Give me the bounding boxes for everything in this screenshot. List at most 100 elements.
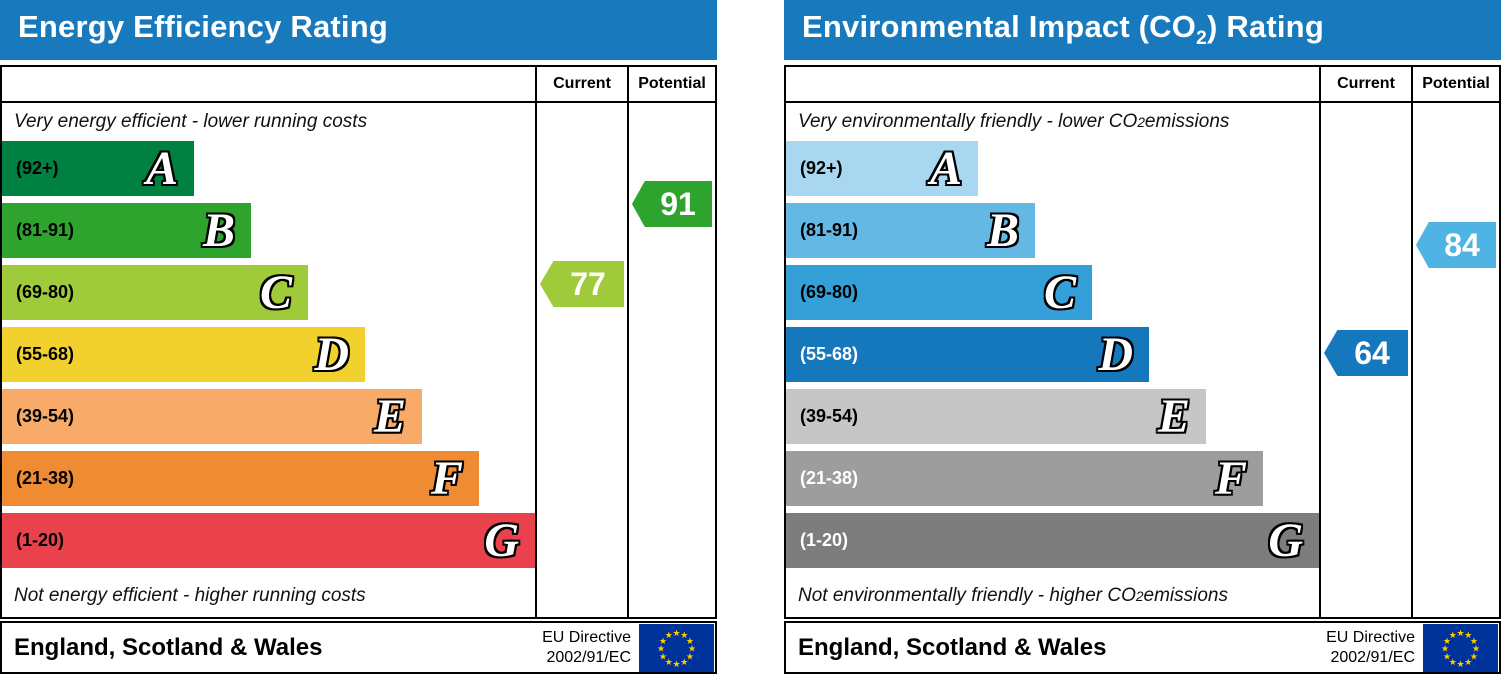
band-row-f: (21-38) F	[2, 451, 479, 506]
band-range: (81-91)	[800, 220, 859, 240]
band-letter: G	[1268, 513, 1303, 567]
band-range: (55-68)	[800, 344, 859, 364]
svg-text:★: ★	[1449, 657, 1457, 667]
svg-text:★: ★	[657, 644, 665, 654]
caption-text: Not energy efficient - higher running co…	[14, 585, 366, 606]
energy-efficiency-chart: Current Potential Very energy efficient …	[0, 65, 717, 619]
svg-text:★: ★	[1456, 660, 1464, 670]
band-letter: G	[484, 513, 519, 567]
svg-text:★: ★	[665, 657, 673, 667]
band-letter: E	[1157, 389, 1190, 443]
bands-area: Very environmentally friendly - lower CO…	[786, 103, 1319, 617]
column-header-potential: Potential	[1411, 67, 1499, 101]
svg-text:★: ★	[1464, 631, 1472, 641]
current-rating-value: 77	[570, 265, 606, 302]
band-range: (39-54)	[16, 406, 75, 426]
caption-text-end: emissions	[1144, 111, 1230, 132]
title-text-end: ) Rating	[1206, 9, 1324, 45]
current-column: 64	[1319, 103, 1411, 617]
band-letter: B	[202, 203, 235, 257]
band-letter: D	[314, 327, 349, 381]
band-range: (69-80)	[16, 282, 75, 302]
svg-text:★: ★	[1456, 629, 1464, 639]
svg-text:★: ★	[688, 644, 696, 654]
column-header-potential: Potential	[627, 67, 715, 101]
eu-directive-label: EU Directive 2002/91/EC	[542, 628, 631, 666]
band-range: (81-91)	[16, 220, 75, 240]
bottom-caption: Not energy efficient - higher running co…	[2, 575, 535, 617]
energy-efficiency-panel: Energy Efficiency Rating Current Potenti…	[0, 0, 717, 674]
band-range: (55-68)	[16, 344, 75, 364]
band-row-f: (21-38) F	[786, 451, 1263, 506]
column-header-current: Current	[1319, 67, 1411, 101]
chart-body: Very environmentally friendly - lower CO…	[786, 103, 1499, 617]
svg-text:★: ★	[1472, 644, 1480, 654]
caption-text: Very environmentally friendly - lower CO	[798, 111, 1138, 132]
caption-text: Not environmentally friendly - higher CO	[798, 585, 1136, 606]
svg-text:★: ★	[659, 652, 667, 662]
page-title: Energy Efficiency Rating	[18, 9, 388, 50]
page-title: Environmental Impact (CO2) Rating	[802, 9, 1324, 50]
band-row-g: (1-20) G	[2, 513, 535, 568]
eu-directive-line1: EU Directive	[1326, 629, 1415, 647]
band-letter: D	[1098, 327, 1133, 381]
caption-subscript: 2	[1137, 114, 1145, 130]
band-row-a: (92+) A	[786, 141, 978, 196]
eu-flag-stars: ★ ★ ★ ★ ★ ★ ★ ★ ★ ★ ★ ★	[657, 629, 696, 670]
top-caption: Very energy efficient - lower running co…	[2, 103, 535, 141]
caption-text-end: emissions	[1143, 585, 1229, 606]
potential-rating-value: 91	[660, 185, 696, 222]
svg-text:★: ★	[1470, 652, 1478, 662]
svg-text:★: ★	[1443, 636, 1451, 646]
svg-text:★: ★	[672, 629, 680, 639]
current-column: 77	[535, 103, 627, 617]
band-row-d: (55-68) D	[786, 327, 1149, 382]
eu-directive-line1: EU Directive	[542, 629, 631, 647]
chart-footer: England, Scotland & Wales EU Directive 20…	[784, 621, 1501, 674]
svg-text:★: ★	[672, 660, 680, 670]
title-text: Energy Efficiency Rating	[18, 9, 389, 45]
band-row-e: (39-54) E	[2, 389, 422, 444]
bands-area: Very energy efficient - lower running co…	[2, 103, 535, 617]
column-header-row: Current Potential	[786, 67, 1499, 103]
band-range: (1-20)	[16, 530, 65, 550]
band-range: (21-38)	[800, 468, 859, 488]
band-row-a: (92+) A	[2, 141, 194, 196]
band-row-g: (1-20) G	[786, 513, 1319, 568]
band-row-c: (69-80) C	[2, 265, 308, 320]
svg-text:★: ★	[686, 636, 694, 646]
band-row-b: (81-91) B	[786, 203, 1035, 258]
eu-flag-icon: ★ ★ ★ ★ ★ ★ ★ ★ ★ ★ ★ ★	[639, 623, 714, 672]
band-letter: F	[1214, 451, 1247, 505]
svg-text:★: ★	[1470, 636, 1478, 646]
band-letter: C	[1043, 265, 1076, 319]
potential-rating-value: 84	[1444, 226, 1480, 263]
environmental-impact-panel: Environmental Impact (CO2) Rating Curren…	[784, 0, 1501, 674]
eu-directive-line2: 2002/91/EC	[546, 648, 631, 666]
current-rating-value: 64	[1354, 334, 1390, 371]
chart-footer: England, Scotland & Wales EU Directive 20…	[0, 621, 717, 674]
band-range: (92+)	[800, 158, 843, 178]
chart-body: Very energy efficient - lower running co…	[2, 103, 715, 617]
current-rating-arrow: 77	[540, 261, 624, 307]
band-letter: A	[145, 141, 178, 195]
title-subscript: 2	[1196, 28, 1207, 50]
band-letter: B	[986, 203, 1019, 257]
svg-text:★: ★	[1464, 657, 1472, 667]
band-range: (39-54)	[800, 406, 859, 426]
svg-text:★: ★	[680, 657, 688, 667]
band-range: (92+)	[16, 158, 59, 178]
region-label: England, Scotland & Wales	[798, 633, 1107, 661]
potential-column: 91	[627, 103, 715, 617]
current-rating-arrow: 64	[1324, 330, 1408, 376]
bottom-caption: Not environmentally friendly - higher CO…	[786, 575, 1319, 617]
svg-text:★: ★	[659, 636, 667, 646]
eu-directive-line2: 2002/91/EC	[1330, 648, 1415, 666]
band-range: (21-38)	[16, 468, 75, 488]
region-label: England, Scotland & Wales	[14, 633, 323, 661]
caption-subscript: 2	[1135, 588, 1144, 604]
column-header-row: Current Potential	[2, 67, 715, 103]
environmental-impact-title-bar: Environmental Impact (CO2) Rating	[784, 0, 1501, 60]
svg-text:★: ★	[665, 631, 673, 641]
